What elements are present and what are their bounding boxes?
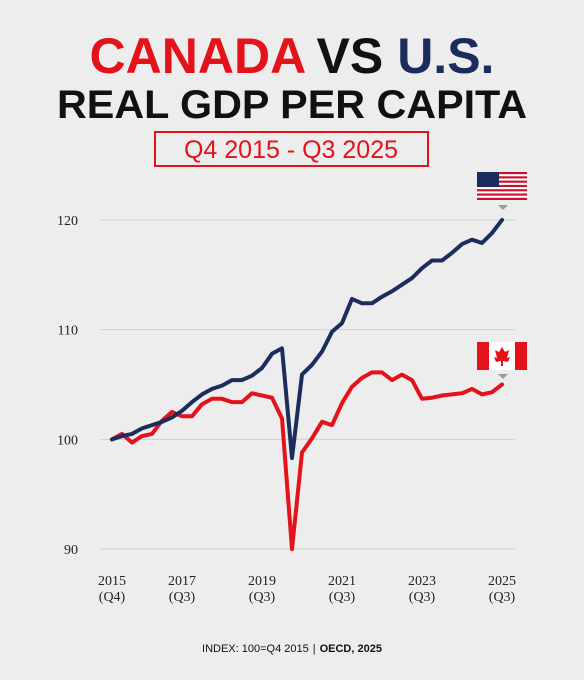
x-tick-label: 2025 (Q3) [488, 574, 516, 605]
period-box [154, 131, 429, 167]
x-tick-label: 2019 (Q3) [248, 574, 276, 605]
footer-part: INDEX: 100=Q4 2015 [202, 643, 309, 655]
lines [110, 217, 504, 552]
title-part: VS [317, 28, 384, 84]
canada-flag [477, 342, 527, 379]
footer-part: OECD, 2025 [320, 643, 382, 655]
us-flag [477, 172, 527, 210]
x-tick-label: 2023 (Q3) [408, 574, 436, 605]
grid: 90 100 110 120 [57, 214, 515, 558]
chart-title: CANADA VS U.S. [90, 28, 495, 84]
y-tick-label: 90 [64, 543, 78, 558]
period: Q4 2015 - Q3 2025 [184, 136, 398, 164]
series-line [110, 217, 504, 460]
footer: INDEX: 100=Q4 2015 | OECD, 2025 [202, 643, 382, 655]
x-tick-label: 2017 (Q3) [168, 574, 196, 605]
y-tick-label: 120 [57, 214, 78, 229]
series-line [110, 370, 504, 552]
footer-part: | [313, 643, 316, 655]
y-tick-label: 100 [57, 433, 78, 448]
title-part: CANADA [90, 28, 306, 84]
chart-subtitle: REAL GDP PER CAPITA [57, 83, 527, 127]
x-tick-label: 2015 (Q4) [98, 574, 126, 605]
y-tick-label: 110 [58, 324, 78, 339]
title-part: U.S. [397, 28, 494, 84]
x-tick-label: 2021 (Q3) [328, 574, 356, 605]
